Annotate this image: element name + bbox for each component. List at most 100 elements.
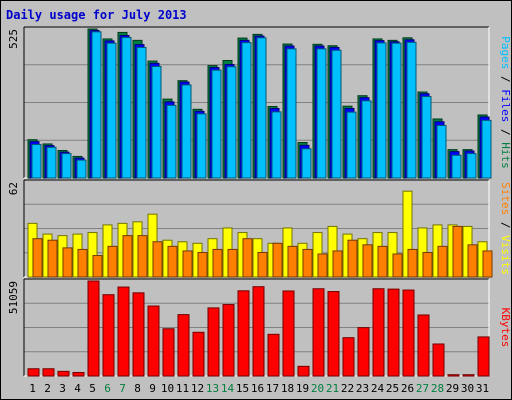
bar-sites-day-1 xyxy=(32,238,43,278)
bar-pages-day-10 xyxy=(166,104,177,179)
panel-kbytes: 51059 KBytes xyxy=(7,278,512,377)
bar-kbytes-day-2 xyxy=(42,368,55,377)
bar-kbytes-day-19 xyxy=(297,365,310,377)
x-tick-label-29: 29 xyxy=(446,382,459,395)
x-tick-label-15: 15 xyxy=(236,382,249,395)
bar-sites-day-12 xyxy=(197,251,208,278)
bar-sites-day-9 xyxy=(152,241,163,278)
y-max-label: 62 xyxy=(7,182,20,195)
x-tick-label-26: 26 xyxy=(401,382,414,395)
legend-part: Pages xyxy=(499,36,512,69)
x-tick-label-27: 27 xyxy=(416,382,429,395)
bar-kbytes-day-3 xyxy=(57,370,70,377)
x-tick-label-16: 16 xyxy=(251,382,264,395)
legend-part: Visits xyxy=(499,235,512,275)
bar-pages-day-17 xyxy=(271,111,282,179)
bar-pages-day-13 xyxy=(211,69,222,179)
bar-sites-day-29 xyxy=(452,225,463,278)
panel-hits-files-pages: 525 Pages / Files / Hits xyxy=(7,26,512,179)
x-tick-label-10: 10 xyxy=(161,382,174,395)
bar-pages-day-8 xyxy=(136,46,147,179)
bar-sites-day-14 xyxy=(227,248,238,278)
bar-pages-day-15 xyxy=(241,42,252,179)
bar-kbytes-day-17 xyxy=(267,333,280,377)
x-tick-label-20: 20 xyxy=(311,382,324,395)
x-tick-label-12: 12 xyxy=(191,382,204,395)
x-tick-label-1: 1 xyxy=(29,382,36,395)
x-tick-label-4: 4 xyxy=(74,382,81,395)
bar-pages-day-1 xyxy=(31,144,42,179)
bar-kbytes-day-25 xyxy=(387,288,400,377)
bar-sites-day-22 xyxy=(347,239,358,278)
x-tick-label-14: 14 xyxy=(221,382,235,395)
bar-kbytes-day-8 xyxy=(132,292,145,377)
bars xyxy=(27,28,492,179)
bar-pages-day-27 xyxy=(421,96,432,179)
bar-pages-day-14 xyxy=(226,66,237,179)
legend-part: Hits xyxy=(499,142,512,169)
bar-kbytes-day-26 xyxy=(402,289,415,377)
bar-pages-day-22 xyxy=(346,111,357,179)
bar-kbytes-day-31 xyxy=(477,336,490,377)
bar-kbytes-day-16 xyxy=(252,286,265,377)
bar-sites-day-20 xyxy=(317,253,328,278)
bar-pages-day-23 xyxy=(361,100,372,179)
bar-kbytes-day-12 xyxy=(192,331,205,377)
bar-pages-day-18 xyxy=(286,48,297,179)
x-tick-label-22: 22 xyxy=(341,382,354,395)
bar-kbytes-day-4 xyxy=(72,371,85,377)
bar-sites-day-16 xyxy=(257,251,268,278)
bar-kbytes-day-18 xyxy=(282,290,295,377)
bar-sites-day-6 xyxy=(107,245,118,278)
bar-sites-day-7 xyxy=(122,235,133,278)
bar-kbytes-day-20 xyxy=(312,288,325,377)
bar-kbytes-day-27 xyxy=(417,314,430,377)
x-tick-label-7: 7 xyxy=(119,382,126,395)
bar-pages-day-26 xyxy=(406,41,417,179)
bar-kbytes-day-24 xyxy=(372,288,385,377)
bar-sites-day-23 xyxy=(362,244,373,278)
legend-part: Sites xyxy=(499,182,512,215)
bar-kbytes-day-10 xyxy=(162,328,175,377)
bar-pages-day-21 xyxy=(331,49,342,179)
bar-pages-day-6 xyxy=(106,42,117,179)
bar-sites-day-27 xyxy=(422,251,433,278)
bar-sites-day-4 xyxy=(77,248,88,278)
bar-pages-day-31 xyxy=(481,119,492,179)
bar-pages-day-7 xyxy=(121,37,132,179)
x-tick-label-28: 28 xyxy=(431,382,444,395)
series-legend: KBytes xyxy=(499,308,512,348)
x-axis-labels: 1 2 3 4 5 6 7 8 9 10 11 12 13 14 15 16 17 18 19 20 21 22 23 24 2… xyxy=(29,382,489,395)
bar-sites-day-19 xyxy=(302,248,313,278)
bar-sites-day-5 xyxy=(92,255,103,278)
bar-kbytes-day-23 xyxy=(357,327,370,377)
x-tick-label-2: 2 xyxy=(44,382,51,395)
legend-part: KBytes xyxy=(499,308,512,348)
bar-kbytes-day-1 xyxy=(27,368,40,377)
x-tick-label-31: 31 xyxy=(476,382,489,395)
bar-pages-day-3 xyxy=(61,153,72,179)
bar-kbytes-day-13 xyxy=(207,307,220,377)
bar-kbytes-day-14 xyxy=(222,304,235,377)
bar-kbytes-day-29 xyxy=(447,374,460,377)
bar-kbytes-day-6 xyxy=(102,294,115,377)
x-tick-label-17: 17 xyxy=(266,382,279,395)
bar-sites-day-28 xyxy=(437,245,448,278)
bar-kbytes-day-7 xyxy=(117,286,130,377)
x-tick-label-8: 8 xyxy=(134,382,141,395)
x-tick-label-23: 23 xyxy=(356,382,369,395)
x-tick-label-21: 21 xyxy=(326,382,339,395)
x-tick-label-13: 13 xyxy=(206,382,219,395)
bar-kbytes-day-22 xyxy=(342,337,355,377)
bar-sites-day-2 xyxy=(47,239,58,278)
x-tick-label-5: 5 xyxy=(89,382,96,395)
bars xyxy=(27,190,493,278)
legend-part: Files xyxy=(499,89,512,122)
panel-visits-sites: 62 Sites / Visits xyxy=(7,179,512,278)
x-tick-label-24: 24 xyxy=(371,382,385,395)
bar-sites-day-11 xyxy=(182,250,193,278)
x-tick-label-6: 6 xyxy=(104,382,111,395)
legend-part: / xyxy=(499,122,512,142)
series-legend: Pages / Files / Hits xyxy=(499,36,512,169)
